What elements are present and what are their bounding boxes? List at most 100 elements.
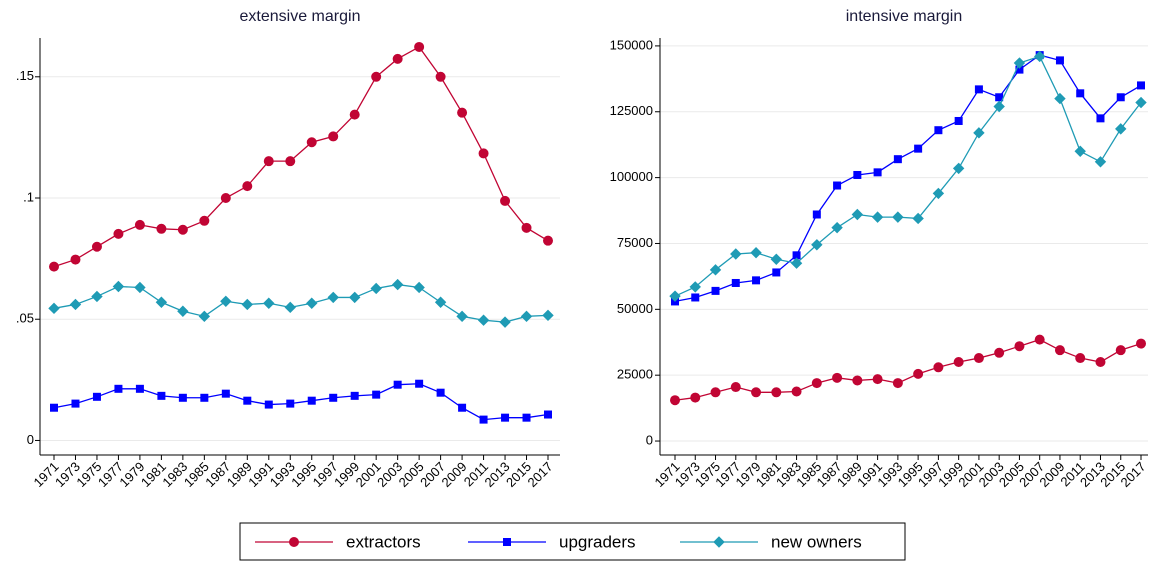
data-point xyxy=(752,276,761,285)
data-point xyxy=(1054,345,1065,356)
data-point xyxy=(241,298,254,311)
data-point xyxy=(791,386,802,397)
data-point xyxy=(435,71,446,82)
data-point xyxy=(198,310,211,323)
data-point xyxy=(1095,357,1106,368)
data-point xyxy=(771,387,782,398)
data-point xyxy=(479,415,488,424)
data-point xyxy=(731,278,740,287)
data-point xyxy=(157,391,166,400)
data-point xyxy=(812,210,821,219)
data-point xyxy=(263,156,274,167)
data-point xyxy=(372,390,381,399)
y-tick-label: 125000 xyxy=(610,103,653,118)
series-line xyxy=(53,46,549,268)
y-tick-label: .1 xyxy=(23,189,34,204)
data-point xyxy=(770,253,783,265)
data-point xyxy=(750,246,762,259)
data-point xyxy=(91,290,103,303)
series-line xyxy=(674,54,1142,303)
data-point xyxy=(220,193,231,204)
data-point xyxy=(48,302,60,315)
data-point xyxy=(790,257,803,269)
data-point xyxy=(893,155,902,164)
data-point xyxy=(371,71,382,82)
data-point xyxy=(544,410,552,419)
chart-title: intensive margin xyxy=(846,8,963,25)
data-point xyxy=(973,353,984,364)
data-point xyxy=(327,291,339,304)
data-point xyxy=(1115,123,1127,135)
data-point xyxy=(91,241,102,252)
data-point xyxy=(50,403,58,412)
data-point xyxy=(114,384,123,393)
data-point xyxy=(973,127,985,139)
series-line xyxy=(53,283,549,323)
data-point xyxy=(456,310,468,323)
data-point xyxy=(413,281,425,294)
data-point xyxy=(1014,341,1025,352)
data-point xyxy=(831,221,843,234)
data-point xyxy=(263,297,275,309)
data-point xyxy=(1136,338,1146,349)
data-point xyxy=(220,295,232,307)
data-point xyxy=(952,162,965,175)
data-point xyxy=(135,384,144,393)
y-tick-label: 50000 xyxy=(617,301,653,316)
data-point xyxy=(112,280,125,293)
y-tick-label: 75000 xyxy=(617,235,653,250)
data-point xyxy=(69,298,82,311)
legend-marker xyxy=(289,537,299,547)
data-point xyxy=(348,291,361,304)
data-point xyxy=(1096,114,1105,123)
data-point xyxy=(392,53,403,64)
legend-label: new owners xyxy=(771,532,862,551)
data-point xyxy=(851,208,864,221)
data-point xyxy=(393,380,402,389)
data-point xyxy=(391,278,404,291)
data-point xyxy=(434,296,447,308)
data-point xyxy=(306,297,318,309)
data-point xyxy=(286,399,295,408)
data-point xyxy=(543,235,553,246)
data-point xyxy=(350,391,359,400)
legend-label: extractors xyxy=(346,532,421,551)
data-point xyxy=(1116,93,1125,102)
data-point xyxy=(1055,56,1064,65)
data-point xyxy=(177,305,189,317)
legend-marker xyxy=(503,538,511,546)
data-point xyxy=(1135,96,1147,109)
data-point xyxy=(328,131,339,142)
data-point xyxy=(156,223,167,234)
data-point xyxy=(457,107,468,118)
data-point xyxy=(934,126,943,135)
data-point xyxy=(811,239,823,251)
data-point xyxy=(995,93,1004,102)
data-point xyxy=(772,268,781,277)
data-point xyxy=(542,309,554,322)
data-point xyxy=(833,181,842,190)
data-point xyxy=(177,224,188,235)
data-point xyxy=(953,357,964,368)
data-point xyxy=(914,144,923,153)
data-point xyxy=(1115,345,1126,356)
data-point xyxy=(1075,353,1086,364)
data-point xyxy=(92,392,101,401)
data-point xyxy=(113,228,124,239)
data-point xyxy=(370,282,382,295)
data-point xyxy=(155,296,168,308)
data-point xyxy=(436,388,445,397)
data-point xyxy=(522,413,531,422)
legend-label: upgraders xyxy=(559,532,636,551)
legend-box xyxy=(239,522,906,561)
data-point xyxy=(134,281,146,294)
data-point xyxy=(872,374,883,385)
chart-title: extensive margin xyxy=(240,8,361,25)
data-point xyxy=(1074,145,1086,157)
data-point xyxy=(811,378,822,389)
x-tick-label: 2017 xyxy=(524,459,555,490)
data-point xyxy=(832,372,843,383)
data-point xyxy=(912,212,924,225)
data-point xyxy=(243,396,252,405)
series-line xyxy=(674,338,1142,401)
